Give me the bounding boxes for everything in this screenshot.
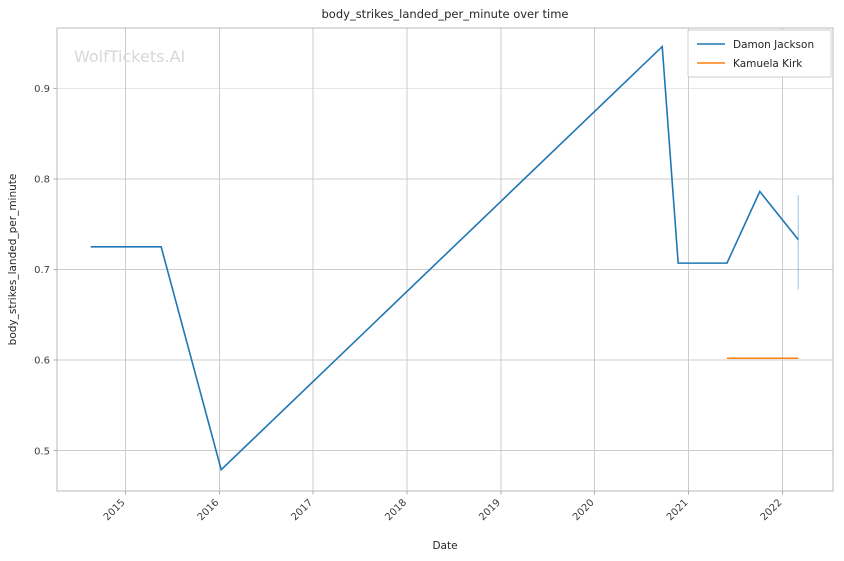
y-axis-label: body_strikes_landed_per_minute — [7, 174, 19, 346]
series-line-0 — [90, 44, 799, 472]
axis-ticks — [53, 87, 783, 495]
ytick-label-1: 0.6 — [34, 356, 50, 367]
plot-border — [56, 27, 834, 492]
watermark: WolfTickets.AI — [74, 47, 185, 66]
x-axis-label: Date — [432, 540, 457, 552]
series-layer — [90, 44, 799, 472]
chart-title: body_strikes_landed_per_minute over time — [322, 7, 569, 21]
axes-spines — [56, 27, 834, 492]
ytick-label-3: 0.8 — [34, 174, 50, 185]
legend-label-0[interactable]: Damon Jackson — [733, 39, 814, 51]
ytick-label-4: 0.9 — [34, 84, 50, 95]
legend-box — [687, 29, 832, 78]
legend-label-1[interactable]: Kamuela Kirk — [733, 58, 803, 70]
ytick-label-0: 0.5 — [34, 446, 50, 457]
ytick-label-2: 0.7 — [34, 265, 50, 276]
watermark-text: WolfTickets.AI — [74, 47, 185, 66]
grid-layer — [57, 28, 833, 491]
chart-legend[interactable]: Damon Jackson Kamuela Kirk — [687, 29, 832, 78]
